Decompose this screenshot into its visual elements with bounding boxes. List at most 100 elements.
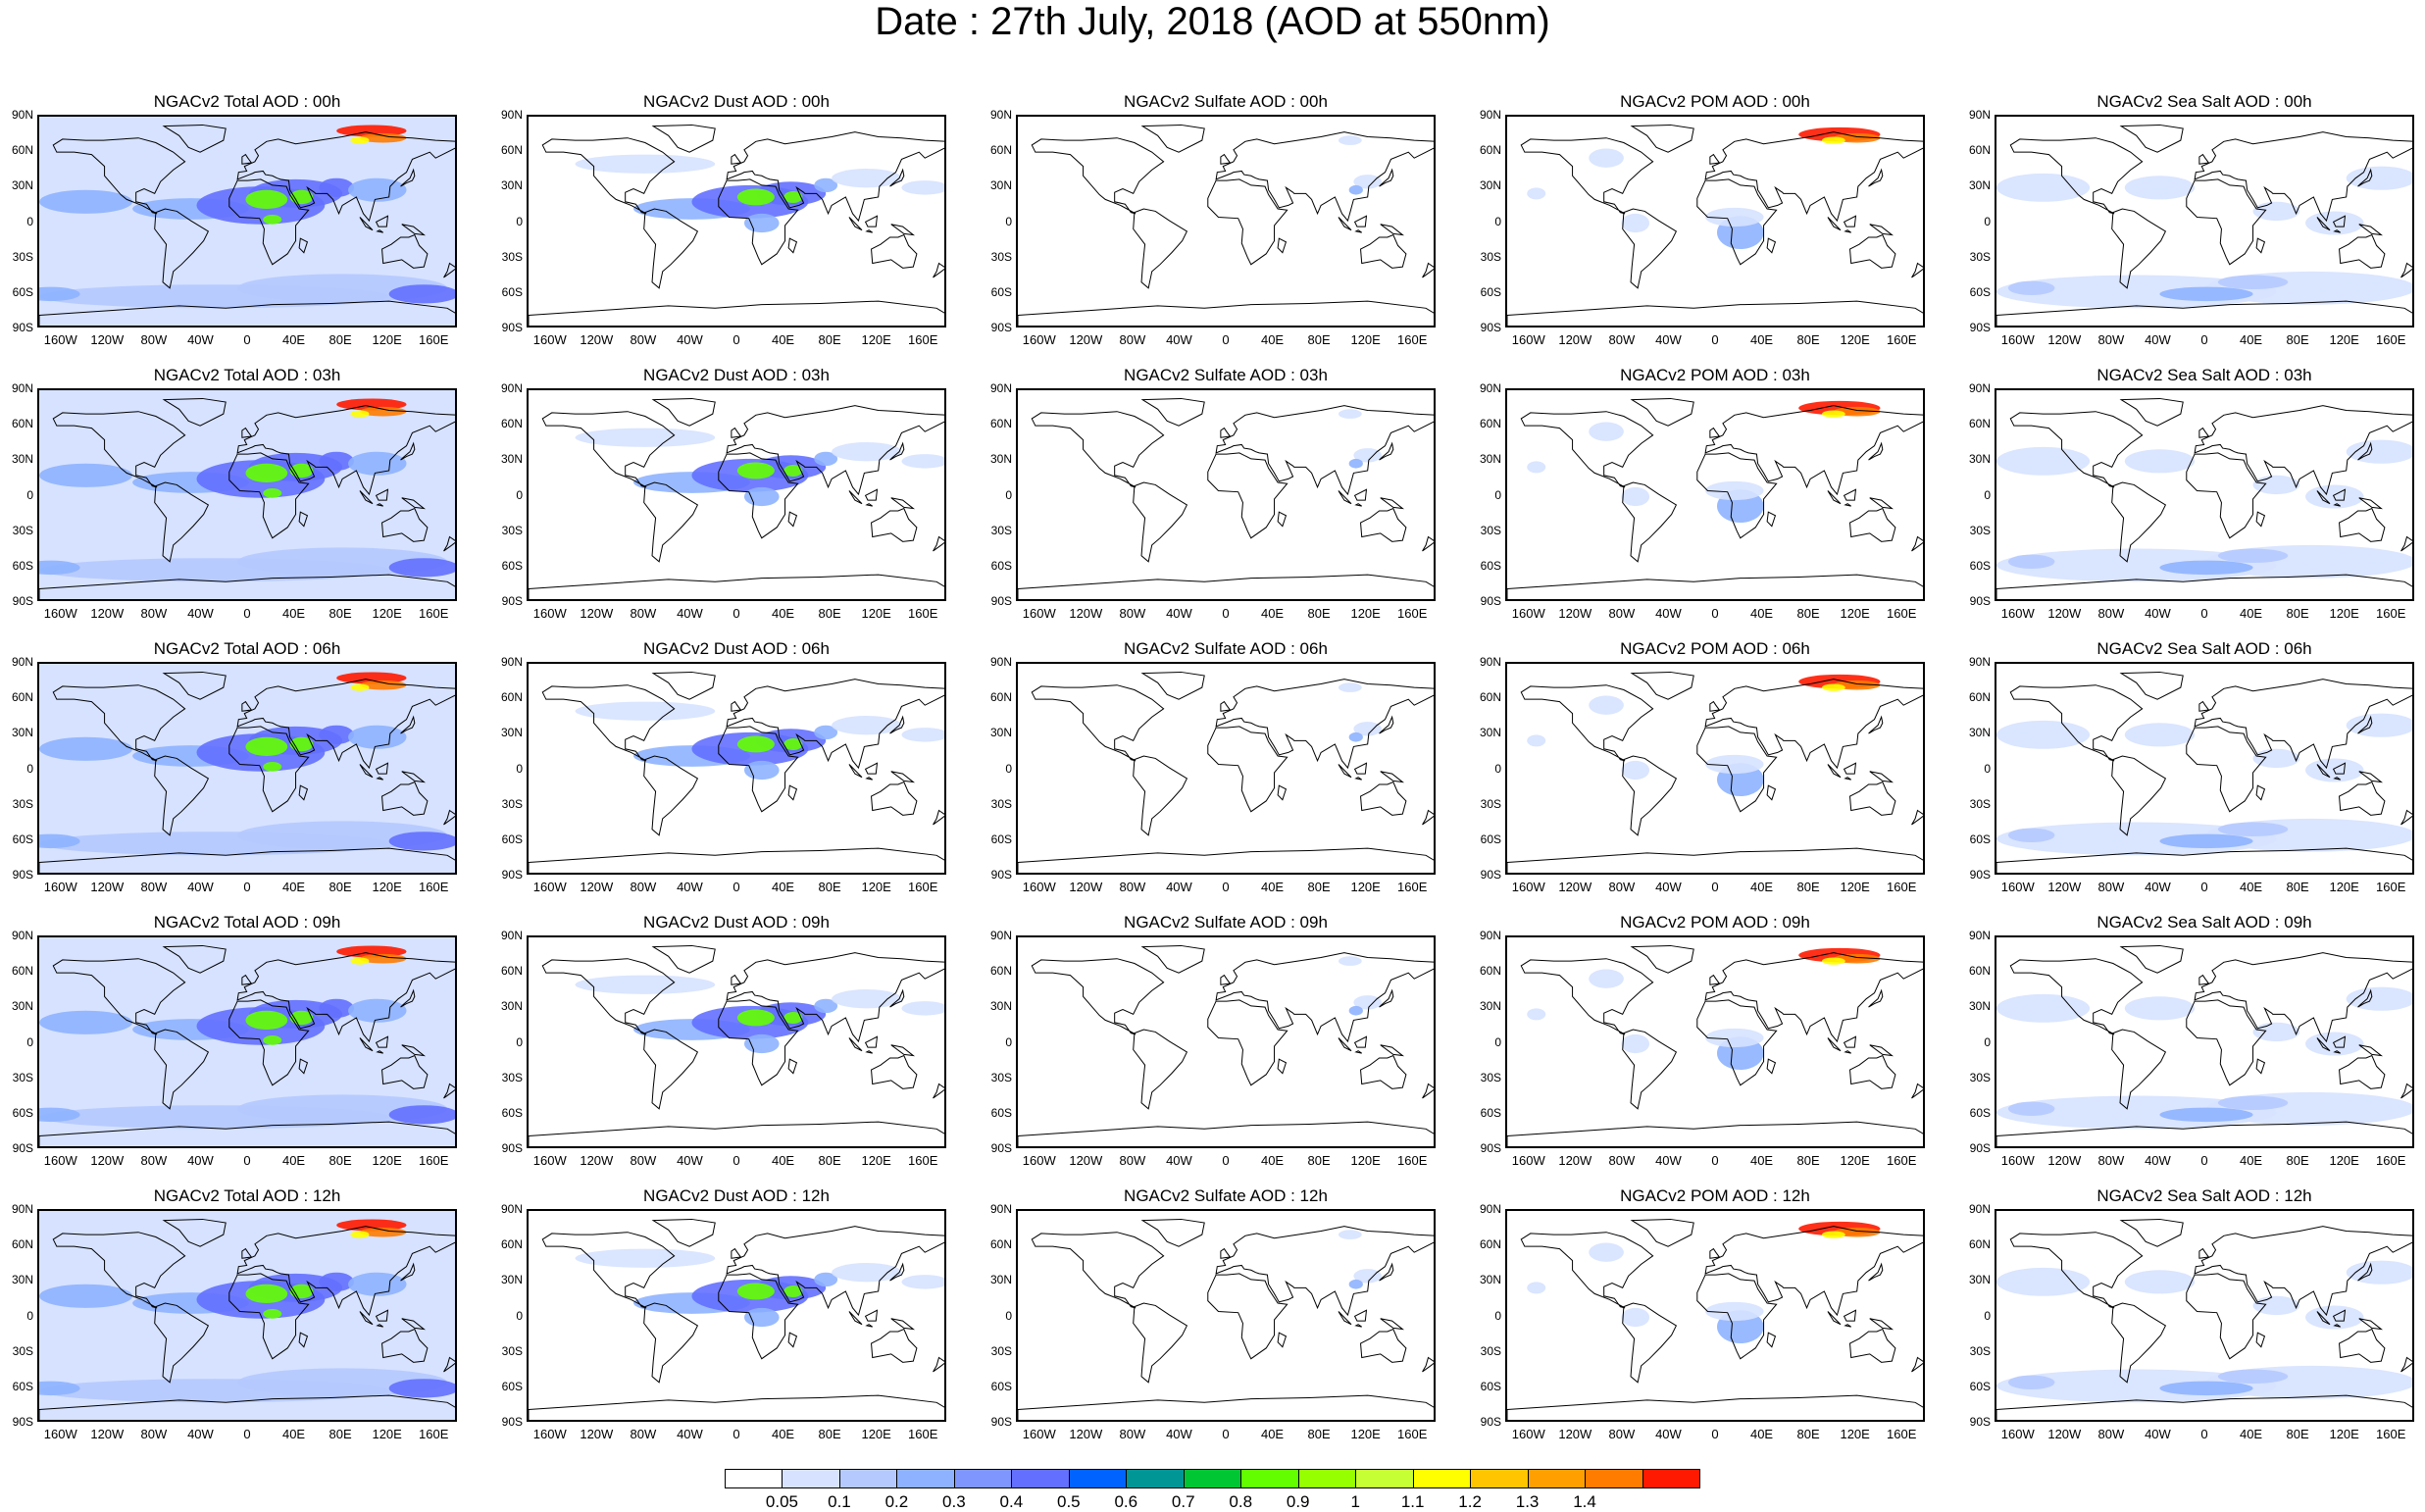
lat-tick-label: 90S: [12, 1141, 33, 1155]
aod-plume: [1822, 136, 1845, 144]
lat-tick-label: 0: [26, 1034, 33, 1049]
aod-plume: [575, 428, 716, 447]
aod-plume: [1338, 1230, 1362, 1239]
coastline: [1843, 1309, 1857, 1322]
map-frame: [1505, 935, 1925, 1148]
lon-tick-label: 160E: [2376, 1427, 2406, 1441]
coastline: [39, 847, 455, 873]
lon-tick-label: 80W: [1608, 606, 1636, 621]
coastline: [381, 507, 429, 542]
lat-tick-label: 60N: [1479, 690, 1501, 705]
lat-tick-label: 0: [26, 1308, 33, 1323]
map-panel-pom-row0: NGACv2 POM AOD : 00h 90N 60N 30N 0 30S 60S 90S 1…: [1480, 92, 1925, 347]
lon-tick-label: 120E: [1350, 880, 1381, 894]
coastline: [1353, 488, 1368, 501]
coastline: [443, 1356, 455, 1373]
aod-plume: [319, 725, 354, 744]
lon-tick-label: 40E: [771, 880, 795, 894]
coastline: [1031, 1232, 1165, 1309]
coastline: [2333, 229, 2342, 233]
coastline: [2357, 168, 2373, 187]
aod-plume: [245, 1284, 288, 1304]
coastline: [2111, 1302, 2167, 1384]
aod-plume: [1996, 1267, 2091, 1296]
lon-tick-label: 160E: [2376, 880, 2406, 894]
map-frame: [527, 388, 946, 601]
colorbar-swatch: [1011, 1469, 1070, 1488]
coastline: [359, 490, 374, 505]
aod-plume: [1589, 148, 1624, 168]
lon-tick-label: 120W: [1558, 1153, 1592, 1168]
lat-tick-label: 90N: [1968, 929, 1991, 942]
coastline: [2009, 684, 2144, 762]
coastline: [1379, 1262, 1394, 1282]
aod-plume: [388, 1379, 455, 1398]
map-frame: [1505, 1209, 1925, 1422]
lon-tick-label: 80E: [818, 606, 841, 621]
lon-tick-label: 0: [1222, 332, 1230, 347]
lat-tick-label: 60S: [501, 832, 523, 846]
coastline: [1360, 781, 1407, 816]
coastline: [529, 847, 944, 873]
aod-plume: [832, 989, 902, 1009]
coastline: [298, 237, 309, 254]
aod-plume: [1348, 1005, 1363, 1016]
lat-tick-label: 90S: [1969, 594, 1991, 608]
lat-tick-label: 30S: [501, 249, 523, 264]
panel-title: NGACv2 Total AOD : 12h: [153, 1186, 341, 1205]
lat-tick-label: 30S: [990, 1070, 1012, 1084]
lat-tick-label: 60S: [1969, 558, 1991, 573]
coastline: [1215, 405, 1434, 496]
lon-tick-label: 0: [1222, 1427, 1230, 1441]
map-panel-pom-row1: NGACv2 POM AOD : 03h 90N 60N 30N 0 30S 60S 90S 1…: [1480, 366, 1925, 621]
lon-tick-label: 120E: [1840, 1427, 1870, 1441]
coastline: [1422, 1356, 1434, 1373]
lat-tick-label: 60N: [1968, 143, 1991, 158]
coastline: [1827, 217, 1842, 231]
coastline: [52, 684, 186, 762]
aod-plume: [1348, 1279, 1363, 1289]
lat-tick-label: 30N: [11, 178, 33, 193]
lon-tick-label: 120E: [2329, 1427, 2359, 1441]
coastline: [731, 700, 742, 712]
aod-plume: [2007, 280, 2055, 296]
lat-tick-label: 60S: [990, 832, 1012, 846]
coastline: [726, 952, 944, 1043]
coastline: [228, 178, 310, 266]
lon-tick-label: 120W: [2047, 880, 2082, 894]
panel-title: NGACv2 Dust AOD : 12h: [643, 1186, 830, 1205]
coastline: [1868, 715, 1884, 734]
colorbar-label: 0.8: [1229, 1492, 1253, 1511]
lon-tick-label: 40E: [1749, 1153, 1774, 1168]
coastline: [1844, 503, 1852, 507]
aod-plume: [2007, 1101, 2055, 1117]
coastline: [375, 488, 389, 501]
coastline: [529, 300, 944, 326]
coastline: [1704, 131, 1923, 223]
lon-tick-label: 120E: [1350, 606, 1381, 621]
coastline: [1215, 131, 1434, 223]
coastline: [2111, 208, 2167, 289]
lon-tick-label: 0: [243, 332, 251, 347]
coastline: [643, 481, 699, 563]
coastline: [1018, 1121, 1434, 1146]
colorbar-label: 0.7: [1171, 1492, 1195, 1511]
lat-tick-label: 30S: [1969, 249, 1991, 264]
lat-tick-label: 60N: [1968, 690, 1991, 705]
panel-title: NGACv2 Sulfate AOD : 03h: [1124, 366, 1328, 384]
colorbar-label: 0.2: [884, 1492, 909, 1511]
lon-tick-label: 80E: [818, 880, 841, 894]
lon-tick-label: 80W: [1608, 1427, 1636, 1441]
coastline: [865, 777, 874, 781]
coastline: [376, 1050, 384, 1054]
lon-tick-label: 0: [733, 606, 740, 621]
panel-title: NGACv2 Sulfate AOD : 00h: [1124, 92, 1328, 111]
coastline: [2255, 784, 2266, 801]
lon-tick-label: 160E: [908, 606, 938, 621]
coastline: [1031, 684, 1165, 762]
coastline: [1220, 974, 1232, 985]
lat-tick-label: 30N: [500, 999, 523, 1014]
lon-tick-label: 160W: [1022, 606, 1056, 621]
coastline: [1018, 1394, 1434, 1420]
coastline: [154, 755, 210, 836]
